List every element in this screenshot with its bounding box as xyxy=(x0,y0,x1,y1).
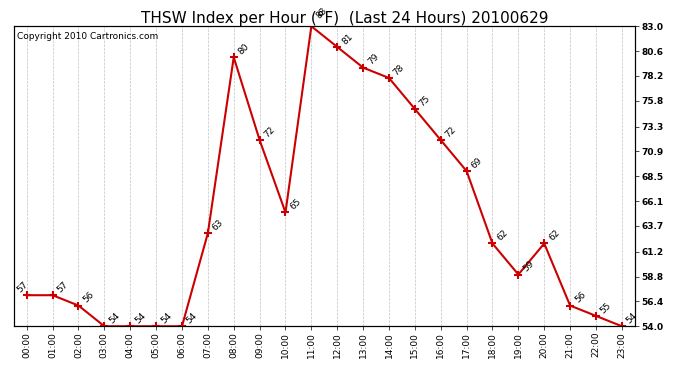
Text: 54: 54 xyxy=(624,311,639,326)
Text: 75: 75 xyxy=(417,94,432,108)
Text: 62: 62 xyxy=(547,228,562,243)
Text: 72: 72 xyxy=(262,125,277,139)
Text: 54: 54 xyxy=(107,311,121,326)
Text: 56: 56 xyxy=(81,290,96,305)
Text: 79: 79 xyxy=(366,53,380,67)
Text: 54: 54 xyxy=(185,311,199,326)
Text: 62: 62 xyxy=(495,228,510,243)
Text: 57: 57 xyxy=(16,280,30,294)
Text: 78: 78 xyxy=(392,63,406,77)
Text: 69: 69 xyxy=(469,156,484,170)
Text: 54: 54 xyxy=(133,311,148,326)
Text: 65: 65 xyxy=(288,197,303,211)
Text: THSW Index per Hour (°F)  (Last 24 Hours) 20100629: THSW Index per Hour (°F) (Last 24 Hours)… xyxy=(141,11,549,26)
Text: 72: 72 xyxy=(444,125,458,139)
Text: 81: 81 xyxy=(340,32,355,46)
Text: 56: 56 xyxy=(573,290,587,305)
Text: 57: 57 xyxy=(55,280,70,294)
Text: Copyright 2010 Cartronics.com: Copyright 2010 Cartronics.com xyxy=(17,32,158,41)
Text: 54: 54 xyxy=(159,311,173,326)
Text: 83: 83 xyxy=(314,5,328,20)
Text: 59: 59 xyxy=(521,259,535,274)
Text: 55: 55 xyxy=(599,301,613,315)
Text: 63: 63 xyxy=(210,218,225,232)
Text: 80: 80 xyxy=(237,42,251,57)
